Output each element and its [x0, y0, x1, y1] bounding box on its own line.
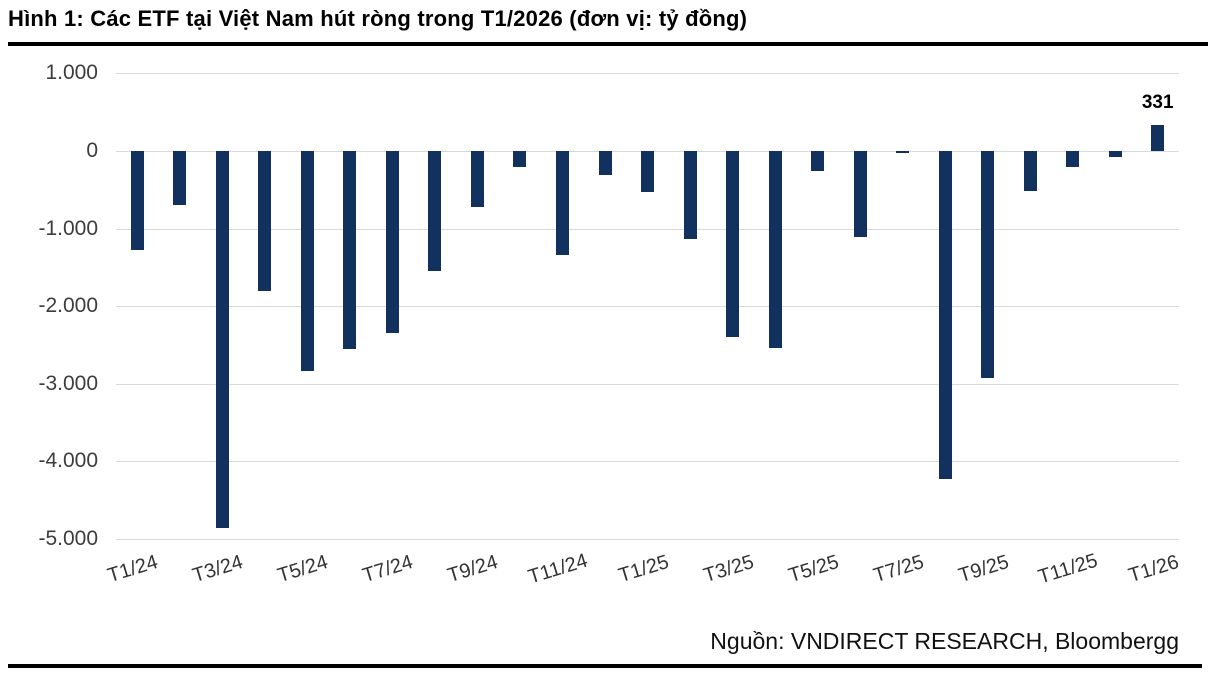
bar — [215, 151, 229, 529]
bar — [470, 151, 484, 207]
source-note: Nguồn: VNDIRECT RESEARCH, Bloombergg — [710, 628, 1179, 654]
x-tick-label: T7/25 — [870, 551, 927, 588]
bar — [896, 151, 910, 154]
bar — [513, 151, 527, 167]
y-tick-label: -2.000 — [38, 294, 98, 317]
bar — [811, 151, 825, 172]
bar — [385, 151, 399, 333]
gridline — [116, 73, 1179, 74]
y-tick-label: -4.000 — [38, 449, 98, 472]
bar — [726, 151, 739, 338]
bar — [981, 151, 995, 379]
gridline — [116, 229, 1179, 230]
x-tick-label: T1/24 — [105, 551, 161, 588]
y-tick-label: -1.000 — [38, 217, 98, 240]
x-tick-label: T11/24 — [525, 549, 590, 589]
x-tick-label: T1/25 — [615, 551, 671, 588]
bar — [556, 151, 569, 255]
figure-title: Hình 1: Các ETF tại Việt Nam hút ròng tr… — [8, 6, 748, 31]
bar — [1108, 151, 1122, 158]
bar — [853, 151, 867, 238]
x-tick-label: T5/25 — [785, 551, 842, 588]
x-tick-label: T7/24 — [360, 551, 416, 588]
gridline — [116, 306, 1179, 307]
bottom-divider — [8, 664, 1202, 668]
x-tick-label: T5/24 — [275, 551, 331, 588]
bar — [258, 151, 272, 291]
bar — [343, 151, 357, 349]
x-tick-label: T9/24 — [445, 551, 501, 588]
y-tick-label: 0 — [86, 139, 98, 162]
bar — [641, 151, 654, 193]
x-tick-label: T11/25 — [1035, 549, 1100, 589]
x-tick-label: T3/25 — [700, 551, 756, 588]
gridline — [116, 539, 1179, 540]
bar — [1023, 151, 1037, 191]
bar — [428, 151, 442, 271]
bar — [173, 151, 187, 206]
y-tick-label: 1.000 — [45, 61, 98, 84]
bar — [300, 151, 314, 371]
gridline — [116, 461, 1179, 462]
x-tick-label: T1/26 — [1125, 551, 1182, 588]
title-divider — [8, 42, 1208, 46]
x-tick-label: T3/24 — [190, 551, 246, 588]
bar — [768, 151, 782, 349]
gridline — [116, 384, 1179, 385]
y-tick-label: -5.000 — [38, 527, 98, 550]
bar-value-label: 331 — [1141, 92, 1174, 114]
bar — [938, 151, 952, 479]
y-tick-label: -3.000 — [38, 372, 98, 395]
bar — [598, 151, 612, 176]
bar — [1066, 151, 1080, 168]
x-tick-label: T9/25 — [955, 551, 1012, 588]
bar — [1151, 125, 1165, 151]
bar — [683, 151, 697, 239]
bar — [130, 151, 144, 250]
